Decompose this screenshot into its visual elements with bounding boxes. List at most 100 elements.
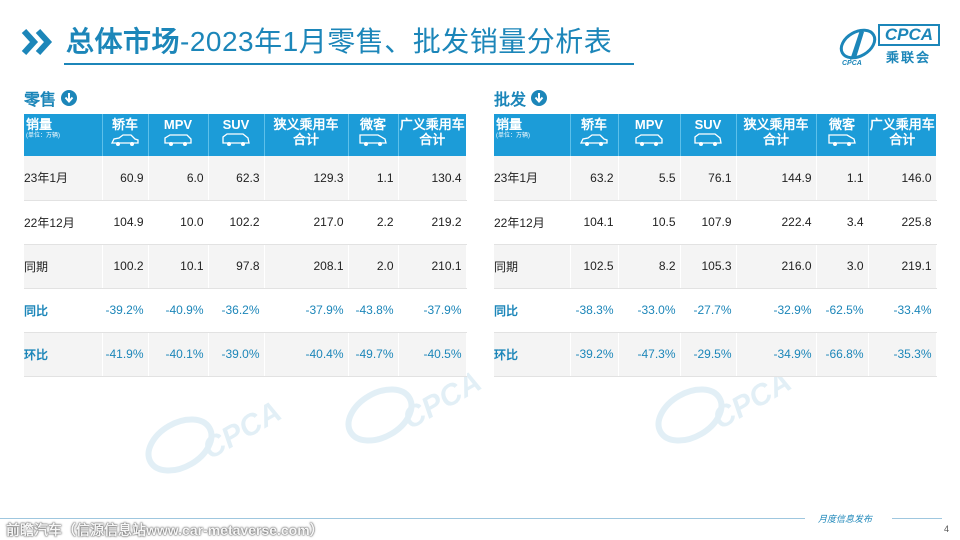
cell-broad-total: -40.5% bbox=[398, 332, 467, 377]
page-title-rest: -2023年1月零售、批发销量分析表 bbox=[180, 26, 613, 57]
cell-broad-total: -33.4% bbox=[868, 288, 937, 333]
cell-narrow-total: -34.9% bbox=[736, 332, 817, 377]
cell-mpv: 5.5 bbox=[618, 156, 681, 201]
cell-sedan: -38.3% bbox=[570, 288, 619, 333]
title-bar: 总体市场-2023年1月零售、批发销量分析表 bbox=[20, 22, 612, 62]
table-header-row: 销量 (单位：万辆) 轿车 MPV SUV 狭义乘用车 合计 微客 广义乘用车 合计 bbox=[24, 114, 466, 156]
row-label: 同比 bbox=[494, 288, 571, 333]
cell-narrow-total: -40.4% bbox=[264, 332, 349, 377]
row-label: 23年1月 bbox=[494, 156, 571, 201]
page-title: 总体市场-2023年1月零售、批发销量分析表 bbox=[66, 24, 612, 60]
cell-narrow-total: 216.0 bbox=[736, 244, 817, 289]
double-chevron-icon bbox=[20, 24, 56, 60]
suv-car-icon bbox=[694, 133, 722, 146]
cell-sedan: -39.2% bbox=[570, 332, 619, 377]
row-label: 同期 bbox=[24, 244, 103, 289]
watermark-logo-icon: CPCA bbox=[655, 365, 797, 444]
cell-mpv: 10.0 bbox=[148, 200, 209, 245]
page-title-strong: 总体市场 bbox=[66, 26, 181, 57]
cell-mini: 1.1 bbox=[816, 156, 869, 201]
cell-sedan: -39.2% bbox=[102, 288, 149, 333]
wholesale-table: 销量 (单位：万辆) 轿车 MPV SUV 狭义乘用车 合计 微客 广义乘用车 合计 bbox=[494, 114, 937, 377]
row-label: 同比 bbox=[24, 288, 103, 333]
header-cell-narrow-total: 狭义乘用车 合计 bbox=[264, 114, 349, 156]
logo-cn-text: 乘联会 bbox=[886, 50, 932, 65]
table-row: 22年12月 104.1 10.5 107.9 222.4 3.4 225.8 bbox=[494, 200, 937, 245]
cell-narrow-total: 222.4 bbox=[736, 200, 817, 245]
row-label: 环比 bbox=[494, 332, 571, 377]
watermark-logo-icon: CPCA bbox=[345, 365, 487, 444]
header-cell-sedan: 轿车 bbox=[102, 114, 149, 156]
cell-mpv: -40.1% bbox=[148, 332, 209, 377]
header-cell-narrow-total: 狭义乘用车 合计 bbox=[736, 114, 817, 156]
row-label: 22年12月 bbox=[494, 200, 571, 245]
table-row: 23年1月 60.9 6.0 62.3 129.3 1.1 130.4 bbox=[24, 156, 467, 201]
header-cell-mpv: MPV bbox=[618, 114, 681, 156]
retail-section: 零售 销量 (单位：万辆) 轿车 MPV SUV 狭义乘用车 合计 微客 bbox=[24, 86, 467, 377]
row-label: 同期 bbox=[494, 244, 571, 289]
footer-divider bbox=[0, 518, 805, 519]
row-label: 22年12月 bbox=[24, 200, 103, 245]
svg-text:CPCA: CPCA bbox=[197, 395, 287, 466]
cell-mpv: 10.1 bbox=[148, 244, 209, 289]
cell-narrow-total: 208.1 bbox=[264, 244, 349, 289]
wholesale-heading: 批发 bbox=[494, 86, 936, 110]
title-underline bbox=[64, 63, 634, 65]
cell-mini: -62.5% bbox=[816, 288, 869, 333]
cell-mpv: 10.5 bbox=[618, 200, 681, 245]
cell-mini: -43.8% bbox=[348, 288, 399, 333]
cell-broad-total: 219.1 bbox=[868, 244, 937, 289]
cell-sedan: 63.2 bbox=[570, 156, 619, 201]
table-row: 同期 102.5 8.2 105.3 216.0 3.0 219.1 bbox=[494, 244, 937, 289]
header-cell-volume: 销量 (单位：万辆) bbox=[494, 114, 571, 156]
cell-broad-total: -37.9% bbox=[398, 288, 467, 333]
cell-mpv: -40.9% bbox=[148, 288, 209, 333]
table-row: 同比 -38.3% -33.0% -27.7% -32.9% -62.5% -3… bbox=[494, 288, 937, 333]
cell-sedan: 102.5 bbox=[570, 244, 619, 289]
logo-en-text: CPCA bbox=[842, 60, 862, 67]
header-cell-broad-total: 广义乘用车 合计 bbox=[869, 117, 935, 147]
cell-sedan: 104.9 bbox=[102, 200, 149, 245]
cell-mini: -49.7% bbox=[348, 332, 399, 377]
cell-mini: 2.0 bbox=[348, 244, 399, 289]
header-cell-volume: 销量 (单位：万辆) bbox=[24, 114, 103, 156]
header-cell-mini: 微客 bbox=[348, 114, 399, 156]
minivan-car-icon bbox=[359, 134, 387, 146]
cell-narrow-total: -32.9% bbox=[736, 288, 817, 333]
arrow-down-circle-icon bbox=[531, 90, 548, 106]
cpca-logo: CPCA 乘联会 CPCA bbox=[836, 22, 944, 74]
cell-broad-total: 210.1 bbox=[398, 244, 467, 289]
sedan-car-icon bbox=[110, 134, 139, 146]
cell-mpv: 6.0 bbox=[148, 156, 209, 201]
header-cell-suv: SUV bbox=[208, 114, 265, 156]
cell-narrow-total: 129.3 bbox=[264, 156, 349, 201]
sedan-car-icon bbox=[579, 134, 608, 146]
cell-mpv: 8.2 bbox=[618, 244, 681, 289]
cell-broad-total: 130.4 bbox=[398, 156, 467, 201]
cell-suv: -39.0% bbox=[208, 332, 265, 377]
wholesale-section: 批发 销量 (单位：万辆) 轿车 MPV SUV 狭义乘用车 合计 微客 bbox=[494, 86, 937, 377]
cpca-emblem-icon bbox=[839, 28, 877, 60]
suv-car-icon bbox=[222, 133, 250, 146]
cell-suv: 105.3 bbox=[680, 244, 737, 289]
cell-suv: 76.1 bbox=[680, 156, 737, 201]
cell-suv: 102.2 bbox=[208, 200, 265, 245]
table-row: 同比 -39.2% -40.9% -36.2% -37.9% -43.8% -3… bbox=[24, 288, 467, 333]
header-cell-mpv: MPV bbox=[148, 114, 209, 156]
cell-suv: -36.2% bbox=[208, 288, 265, 333]
cell-sedan: 104.1 bbox=[570, 200, 619, 245]
retail-heading: 零售 bbox=[24, 86, 466, 110]
cell-broad-total: 219.2 bbox=[398, 200, 467, 245]
table-row: 同期 100.2 10.1 97.8 208.1 2.0 210.1 bbox=[24, 244, 467, 289]
cell-narrow-total: 144.9 bbox=[736, 156, 817, 201]
header-cell-sedan: 轿车 bbox=[570, 114, 619, 156]
cell-mpv: -47.3% bbox=[618, 332, 681, 377]
page-number: 4 bbox=[944, 524, 950, 534]
arrow-down-circle-icon bbox=[61, 90, 78, 106]
mpv-car-icon bbox=[635, 134, 663, 146]
cell-suv: 62.3 bbox=[208, 156, 265, 201]
cell-broad-total: 146.0 bbox=[868, 156, 937, 201]
cell-broad-total: 225.8 bbox=[868, 200, 937, 245]
cell-narrow-total: -37.9% bbox=[264, 288, 349, 333]
table-row: 22年12月 104.9 10.0 102.2 217.0 2.2 219.2 bbox=[24, 200, 467, 245]
